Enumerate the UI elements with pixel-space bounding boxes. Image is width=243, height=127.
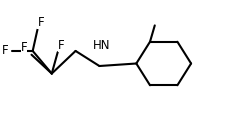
Text: HN: HN	[93, 39, 111, 52]
Text: F: F	[37, 16, 44, 29]
Text: F: F	[21, 41, 27, 54]
Text: F: F	[58, 39, 64, 52]
Text: F: F	[1, 44, 8, 57]
